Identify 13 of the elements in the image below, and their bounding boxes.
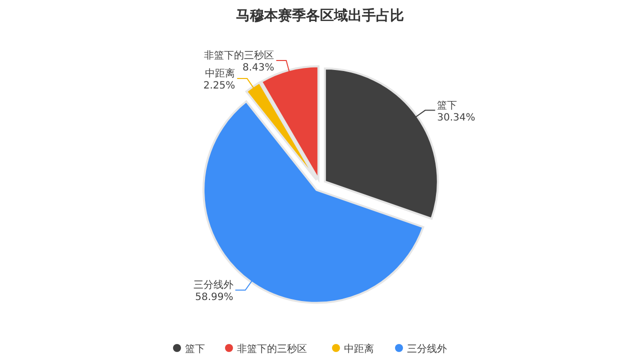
legend-label: 非篮下的三秒区 bbox=[237, 343, 307, 355]
data-label: 2.25% bbox=[203, 80, 236, 92]
legend-label: 篮下 bbox=[185, 344, 205, 355]
slice-label: 非篮下的三秒区 bbox=[204, 49, 274, 62]
slice-label: 三分线外 bbox=[193, 279, 234, 292]
data-label: 58.99% bbox=[195, 292, 234, 304]
legend-label: 三分线外 bbox=[407, 343, 447, 355]
chart-title: 马穆本赛季各区域出手占比 bbox=[236, 7, 404, 24]
data-label: 30.34% bbox=[437, 112, 476, 124]
slice-label: 中距离 bbox=[205, 68, 236, 80]
slice-label: 篮下 bbox=[437, 100, 458, 112]
data-label: 8.43% bbox=[242, 62, 274, 74]
legend-label: 中距离 bbox=[344, 343, 374, 355]
